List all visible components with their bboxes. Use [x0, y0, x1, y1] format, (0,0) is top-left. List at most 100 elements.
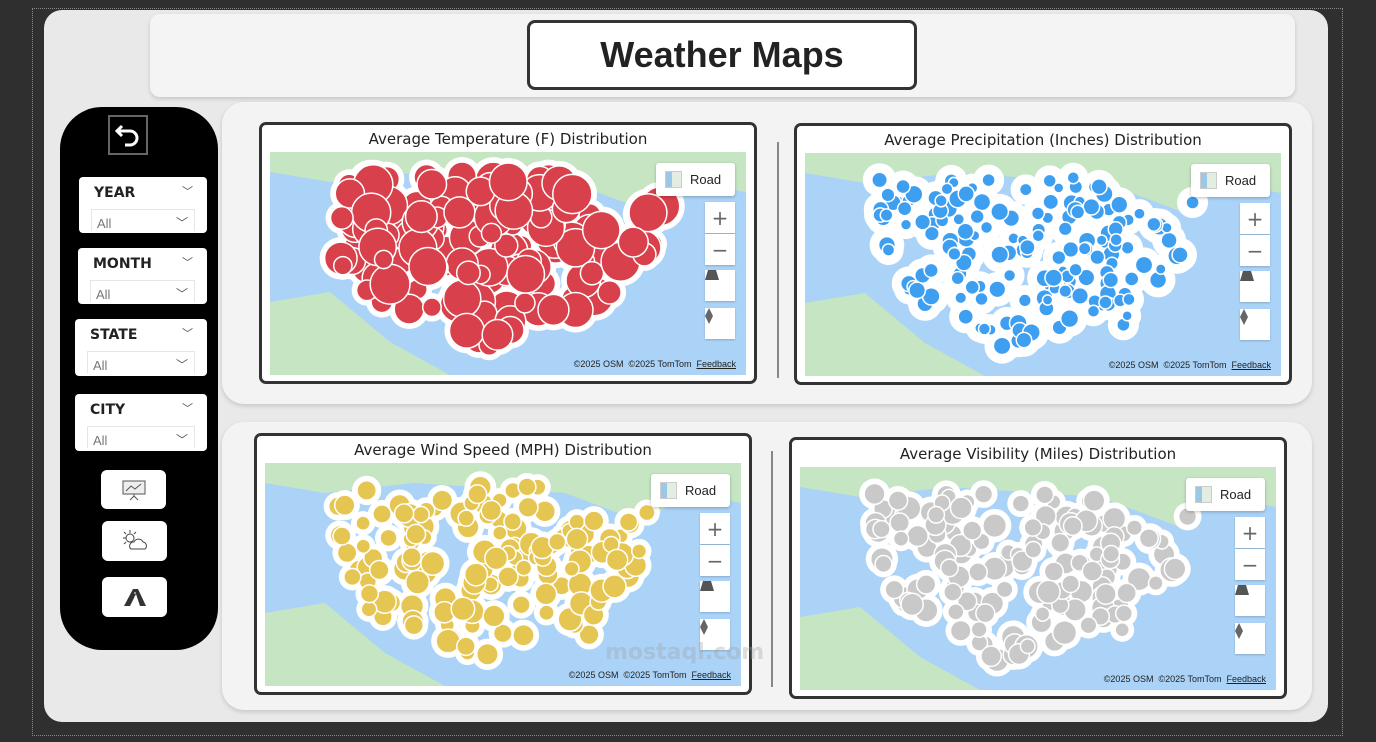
- data-bubble[interactable]: [1102, 271, 1120, 289]
- data-bubble[interactable]: [990, 245, 1010, 265]
- data-bubble[interactable]: [482, 604, 506, 628]
- data-bubble[interactable]: [602, 574, 627, 599]
- data-bubble[interactable]: [506, 254, 546, 294]
- data-bubble[interactable]: [1023, 517, 1043, 537]
- data-bubble[interactable]: [431, 489, 454, 512]
- data-bubble[interactable]: [1102, 544, 1121, 563]
- data-bubble[interactable]: [949, 496, 973, 520]
- data-bubble[interactable]: [962, 520, 983, 541]
- data-bubble[interactable]: [940, 182, 954, 196]
- data-bubble[interactable]: [329, 205, 354, 230]
- data-bubble[interactable]: [1147, 575, 1164, 592]
- data-bubble[interactable]: [1146, 216, 1162, 232]
- data-bubble[interactable]: [1041, 294, 1054, 306]
- data-bubble[interactable]: [934, 194, 948, 208]
- data-bubble[interactable]: [970, 620, 988, 639]
- data-bubble[interactable]: [956, 222, 975, 241]
- data-bubble[interactable]: [1114, 622, 1130, 638]
- data-bubble[interactable]: [1057, 221, 1073, 237]
- chevron-down-icon[interactable]: ﹀: [182, 327, 193, 340]
- data-bubble[interactable]: [900, 592, 924, 617]
- data-bubble[interactable]: [412, 505, 430, 524]
- feedback-link[interactable]: Feedback: [1226, 674, 1266, 684]
- data-bubble[interactable]: [964, 279, 980, 296]
- data-bubble[interactable]: [1019, 638, 1036, 655]
- tilt-button[interactable]: [700, 581, 730, 612]
- data-bubble[interactable]: [972, 192, 992, 212]
- data-bubble[interactable]: [982, 513, 1008, 539]
- data-bubble[interactable]: [980, 645, 1002, 668]
- data-bubble[interactable]: [1051, 619, 1078, 646]
- data-bubble[interactable]: [1081, 560, 1103, 582]
- data-bubble[interactable]: [1094, 583, 1117, 606]
- data-bubble[interactable]: [992, 336, 1012, 356]
- data-bubble[interactable]: [333, 494, 356, 517]
- tilt-button[interactable]: [1235, 585, 1265, 616]
- data-bubble[interactable]: [360, 600, 378, 618]
- compass-button[interactable]: [700, 619, 730, 650]
- zoom-in-button[interactable]: +: [1240, 203, 1270, 234]
- data-bubble[interactable]: [923, 225, 940, 242]
- slicer-state[interactable]: STATE ﹀ All ﹀: [75, 319, 207, 376]
- data-bubble[interactable]: [981, 172, 996, 188]
- data-bubble[interactable]: [537, 293, 570, 327]
- back-button[interactable]: [108, 115, 148, 155]
- data-bubble[interactable]: [1051, 249, 1067, 266]
- data-bubble[interactable]: [565, 527, 589, 551]
- data-bubble[interactable]: [1082, 489, 1106, 513]
- nav-dashboard-button[interactable]: [101, 470, 166, 509]
- data-bubble[interactable]: [879, 208, 894, 223]
- data-bubble[interactable]: [605, 548, 629, 572]
- data-bubble[interactable]: [1082, 197, 1101, 216]
- data-bubble[interactable]: [480, 222, 503, 244]
- data-bubble[interactable]: [355, 515, 371, 532]
- city-dropdown[interactable]: All ﹀: [87, 426, 195, 448]
- map-style-button[interactable]: Road: [1186, 478, 1265, 511]
- compass-button[interactable]: [1235, 623, 1265, 654]
- zoom-out-button[interactable]: −: [1240, 235, 1270, 266]
- zoom-out-button[interactable]: −: [700, 545, 730, 576]
- data-bubble[interactable]: [1052, 182, 1065, 194]
- feedback-link[interactable]: Feedback: [1231, 360, 1271, 370]
- data-bubble[interactable]: [457, 509, 476, 528]
- data-bubble[interactable]: [511, 595, 531, 615]
- data-bubble[interactable]: [956, 591, 978, 612]
- nav-weather-button[interactable]: [102, 521, 167, 561]
- map-style-button[interactable]: Road: [651, 474, 730, 507]
- data-bubble[interactable]: [450, 596, 476, 622]
- data-bubble[interactable]: [1017, 293, 1032, 308]
- zoom-in-button[interactable]: +: [705, 202, 735, 233]
- data-bubble[interactable]: [631, 543, 648, 560]
- data-bubble[interactable]: [1062, 516, 1083, 537]
- data-bubble[interactable]: [515, 559, 533, 577]
- data-bubble[interactable]: [393, 503, 415, 524]
- data-bubble[interactable]: [1116, 582, 1138, 604]
- data-bubble[interactable]: [949, 619, 972, 642]
- data-bubble[interactable]: [538, 604, 555, 622]
- data-bubble[interactable]: [548, 532, 567, 552]
- data-bubble[interactable]: [1133, 207, 1146, 221]
- data-bubble[interactable]: [442, 279, 482, 318]
- data-bubble[interactable]: [1043, 561, 1065, 582]
- data-bubble[interactable]: [1077, 241, 1092, 256]
- data-bubble[interactable]: [618, 512, 639, 532]
- data-bubble[interactable]: [373, 249, 394, 270]
- data-bubble[interactable]: [915, 574, 937, 595]
- data-bubble[interactable]: [1163, 557, 1187, 581]
- data-bubble[interactable]: [563, 560, 580, 577]
- year-dropdown[interactable]: All ﹀: [91, 209, 195, 231]
- data-bubble[interactable]: [1002, 268, 1017, 283]
- data-bubble[interactable]: [1089, 249, 1106, 266]
- data-bubble[interactable]: [957, 308, 975, 326]
- data-bubble[interactable]: [1066, 170, 1081, 185]
- data-bubble[interactable]: [969, 208, 985, 225]
- data-bubble[interactable]: [995, 580, 1014, 599]
- data-bubble[interactable]: [1061, 574, 1081, 594]
- data-bubble[interactable]: [517, 477, 537, 497]
- data-bubble[interactable]: [871, 171, 889, 189]
- data-bubble[interactable]: [401, 546, 422, 568]
- data-bubble[interactable]: [906, 524, 929, 548]
- data-bubble[interactable]: [475, 642, 499, 666]
- data-bubble[interactable]: [939, 558, 959, 578]
- data-bubble[interactable]: [481, 318, 514, 351]
